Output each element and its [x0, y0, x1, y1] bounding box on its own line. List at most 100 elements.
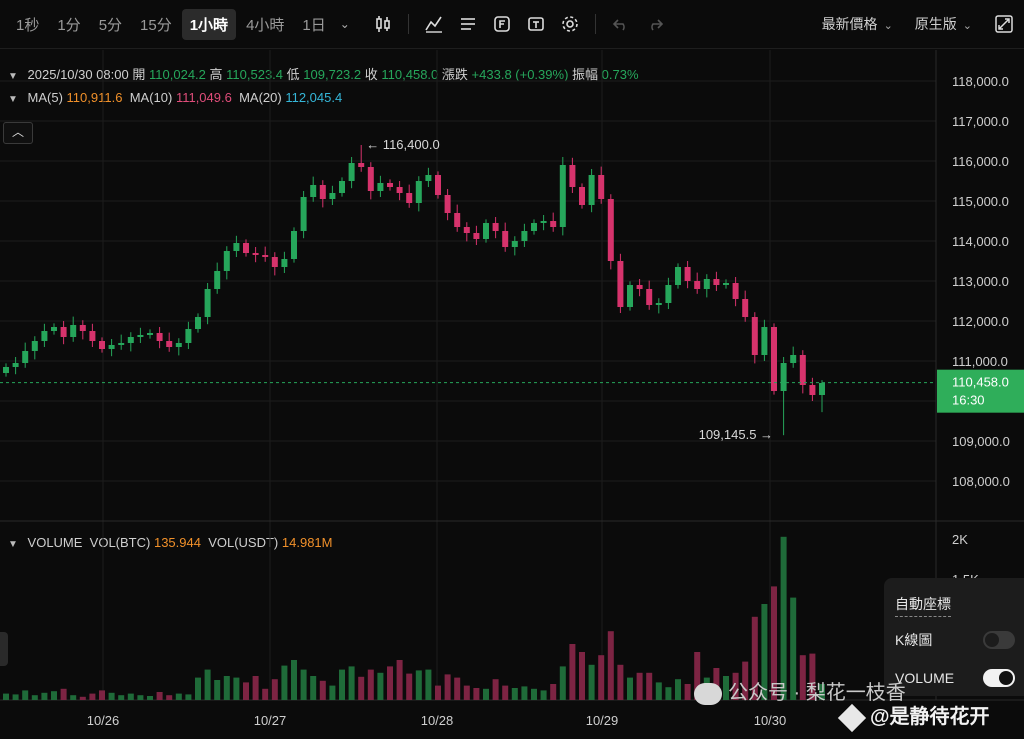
timeframe-tab[interactable]: 15分	[140, 16, 172, 34]
date-axis-label: 10/27	[254, 713, 287, 728]
price-axis-label: 112,000.0	[952, 314, 1009, 329]
candle-body	[262, 255, 269, 257]
kline-toggle[interactable]	[983, 631, 1015, 649]
candle-body	[156, 333, 163, 341]
chevron-down-icon[interactable]: ▼	[8, 71, 18, 82]
candle-body	[41, 331, 48, 341]
candle-body	[281, 259, 288, 267]
candle-body	[223, 251, 230, 271]
volume-bar	[627, 677, 633, 700]
replay-icon[interactable]	[525, 13, 547, 35]
candle-body	[579, 187, 585, 205]
timeframe-tab[interactable]: 1小時	[181, 8, 237, 40]
volume-bar	[406, 673, 413, 700]
ma-info-line: ▼ MA(5) 110,911.6 MA(10) 111,049.6 MA(20…	[8, 90, 343, 105]
volume-bar	[137, 695, 144, 700]
volume-axis-label: 2K	[952, 532, 968, 547]
candle-body	[531, 223, 537, 231]
drawing-tools-icon[interactable]	[457, 13, 479, 35]
timeframe-tab[interactable]: 1日	[302, 16, 326, 34]
candle-body	[348, 163, 355, 181]
volume-bar	[367, 669, 374, 700]
volume-bar	[569, 644, 576, 700]
candle-body	[550, 221, 557, 227]
volume-bar	[348, 666, 355, 700]
volume-bar	[204, 669, 211, 700]
timeframe-tab[interactable]: 1秒	[16, 16, 40, 34]
volume-bar	[300, 669, 307, 700]
price-axis-label: 113,000.0	[952, 274, 1009, 289]
auto-scale-option[interactable]: 自動座標	[895, 594, 951, 617]
version-dropdown[interactable]: 原生版 ⌄	[914, 16, 972, 32]
candle-body	[387, 183, 393, 187]
date-axis-label: 10/26	[87, 713, 120, 728]
candle-body	[70, 325, 77, 337]
indicators-icon[interactable]	[423, 13, 445, 35]
candle-body	[540, 221, 547, 223]
candle-body	[406, 193, 413, 203]
high-price-marker: ← 116,400.0	[366, 137, 439, 152]
candle-body	[214, 271, 221, 289]
candlestick-type-icon[interactable]	[372, 13, 394, 35]
candle-body	[31, 341, 38, 351]
undo-icon[interactable]	[610, 13, 632, 35]
candle-body	[799, 355, 806, 385]
candle-body	[3, 367, 9, 373]
candle-body	[444, 195, 451, 213]
redo-icon[interactable]	[644, 13, 666, 35]
candle-body	[694, 281, 701, 289]
candle-body	[89, 331, 96, 341]
volume-bar	[559, 666, 566, 700]
candle-body	[732, 283, 739, 299]
chevron-down-icon[interactable]: ▼	[8, 539, 18, 550]
volume-bar	[358, 676, 365, 700]
timeframe-tab[interactable]: 1分	[57, 16, 81, 34]
volume-bar	[339, 669, 345, 700]
candle-body	[195, 317, 201, 329]
candle-body	[435, 175, 441, 195]
exchange-logo-icon	[837, 703, 867, 732]
candle-body	[780, 363, 787, 391]
volume-bar	[262, 688, 269, 700]
volume-bar	[41, 692, 48, 700]
volume-bar	[175, 693, 182, 700]
volume-bar	[70, 695, 77, 700]
volume-bar	[281, 665, 288, 700]
candle-body	[358, 163, 365, 167]
timeframe-tab[interactable]: 5分	[98, 16, 123, 34]
candle-body	[454, 213, 461, 227]
collapse-indicators-button[interactable]: ︿	[3, 122, 33, 144]
fibonacci-icon[interactable]	[491, 13, 513, 35]
candle-body	[742, 299, 749, 317]
candle-body	[243, 243, 249, 253]
candle-body	[99, 341, 105, 349]
volume-bar	[319, 680, 326, 700]
chevron-down-icon[interactable]: ▼	[8, 94, 18, 105]
timeframe-tab[interactable]: 4小時	[246, 16, 285, 34]
candle-body	[492, 223, 499, 231]
volume-bar	[444, 674, 451, 700]
volume-bar	[425, 669, 432, 700]
chevron-down-icon[interactable]: ⌄	[339, 17, 350, 31]
candle-body	[310, 185, 317, 197]
candle-body	[367, 167, 374, 191]
watermark-author: @是静待花开	[837, 700, 990, 732]
volume-bar	[310, 676, 317, 700]
candle-body	[175, 343, 182, 347]
candle-body	[51, 327, 57, 331]
volume-bar	[127, 693, 134, 700]
candle-body	[636, 285, 643, 289]
fullscreen-icon[interactable]	[994, 14, 1014, 34]
candle-body	[137, 335, 144, 337]
volume-toggle[interactable]	[983, 669, 1015, 687]
settings-gear-icon[interactable]	[559, 13, 581, 35]
price-axis-label: 116,000.0	[952, 154, 1009, 169]
left-panel-handle[interactable]	[0, 632, 8, 666]
price-type-dropdown[interactable]: 最新價格 ⌄	[821, 16, 893, 32]
candle-body	[559, 165, 566, 227]
chart-toolbar: 1秒 1分 5分 15分 1小時 4小時 1日 ⌄ 最新價格 ⌄ 原生版 ⌄	[0, 0, 1024, 49]
candle-body	[300, 197, 307, 231]
volume-bar	[675, 679, 681, 700]
volume-bar	[646, 672, 653, 700]
countdown-label: 16:30	[952, 393, 985, 408]
